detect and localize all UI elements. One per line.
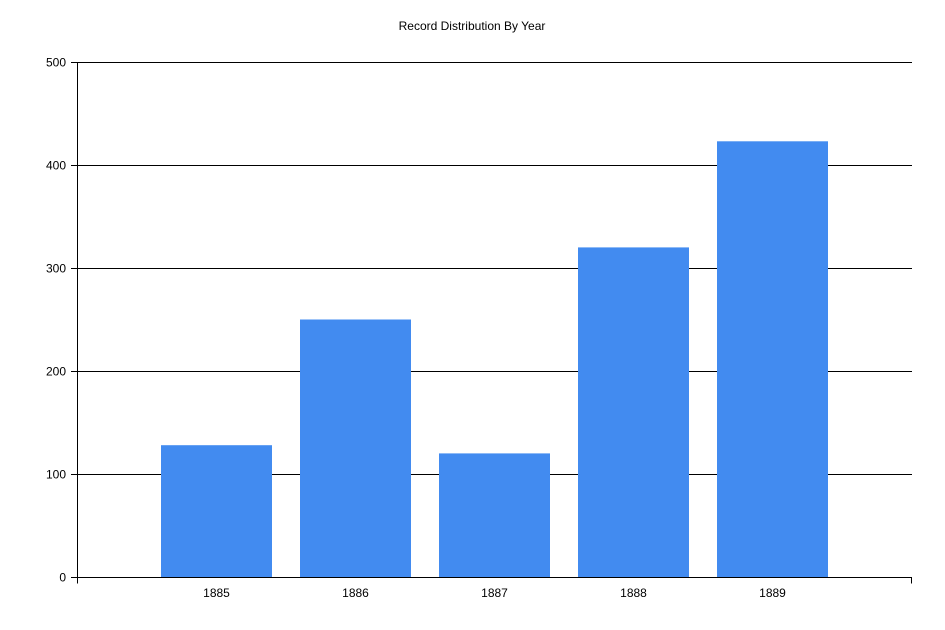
x-tick-label: 1889	[759, 586, 786, 600]
bar-1886	[300, 319, 411, 577]
y-tick-label: 0	[59, 571, 66, 585]
y-tick-label: 500	[46, 56, 66, 70]
bar-1888	[578, 247, 689, 577]
bar-1885	[161, 445, 272, 577]
bar-1887	[439, 453, 550, 577]
x-axis-ticks: 1885 1886 1887 1888 1889	[203, 586, 786, 600]
x-tick-label: 1885	[203, 586, 230, 600]
y-tick-label: 300	[46, 262, 66, 276]
x-tick-label: 1887	[481, 586, 508, 600]
y-tick-label: 100	[46, 468, 66, 482]
x-tick-label: 1886	[342, 586, 369, 600]
chart-title: Record Distribution By Year	[399, 19, 546, 33]
axes	[77, 62, 912, 584]
y-tick-label: 400	[46, 159, 66, 173]
bar-1889	[717, 141, 828, 578]
x-tick-label: 1888	[620, 586, 647, 600]
y-tick-label: 200	[46, 365, 66, 379]
y-axis-ticks: 0 100 200 300 400 500	[46, 56, 77, 585]
bars	[161, 141, 828, 578]
